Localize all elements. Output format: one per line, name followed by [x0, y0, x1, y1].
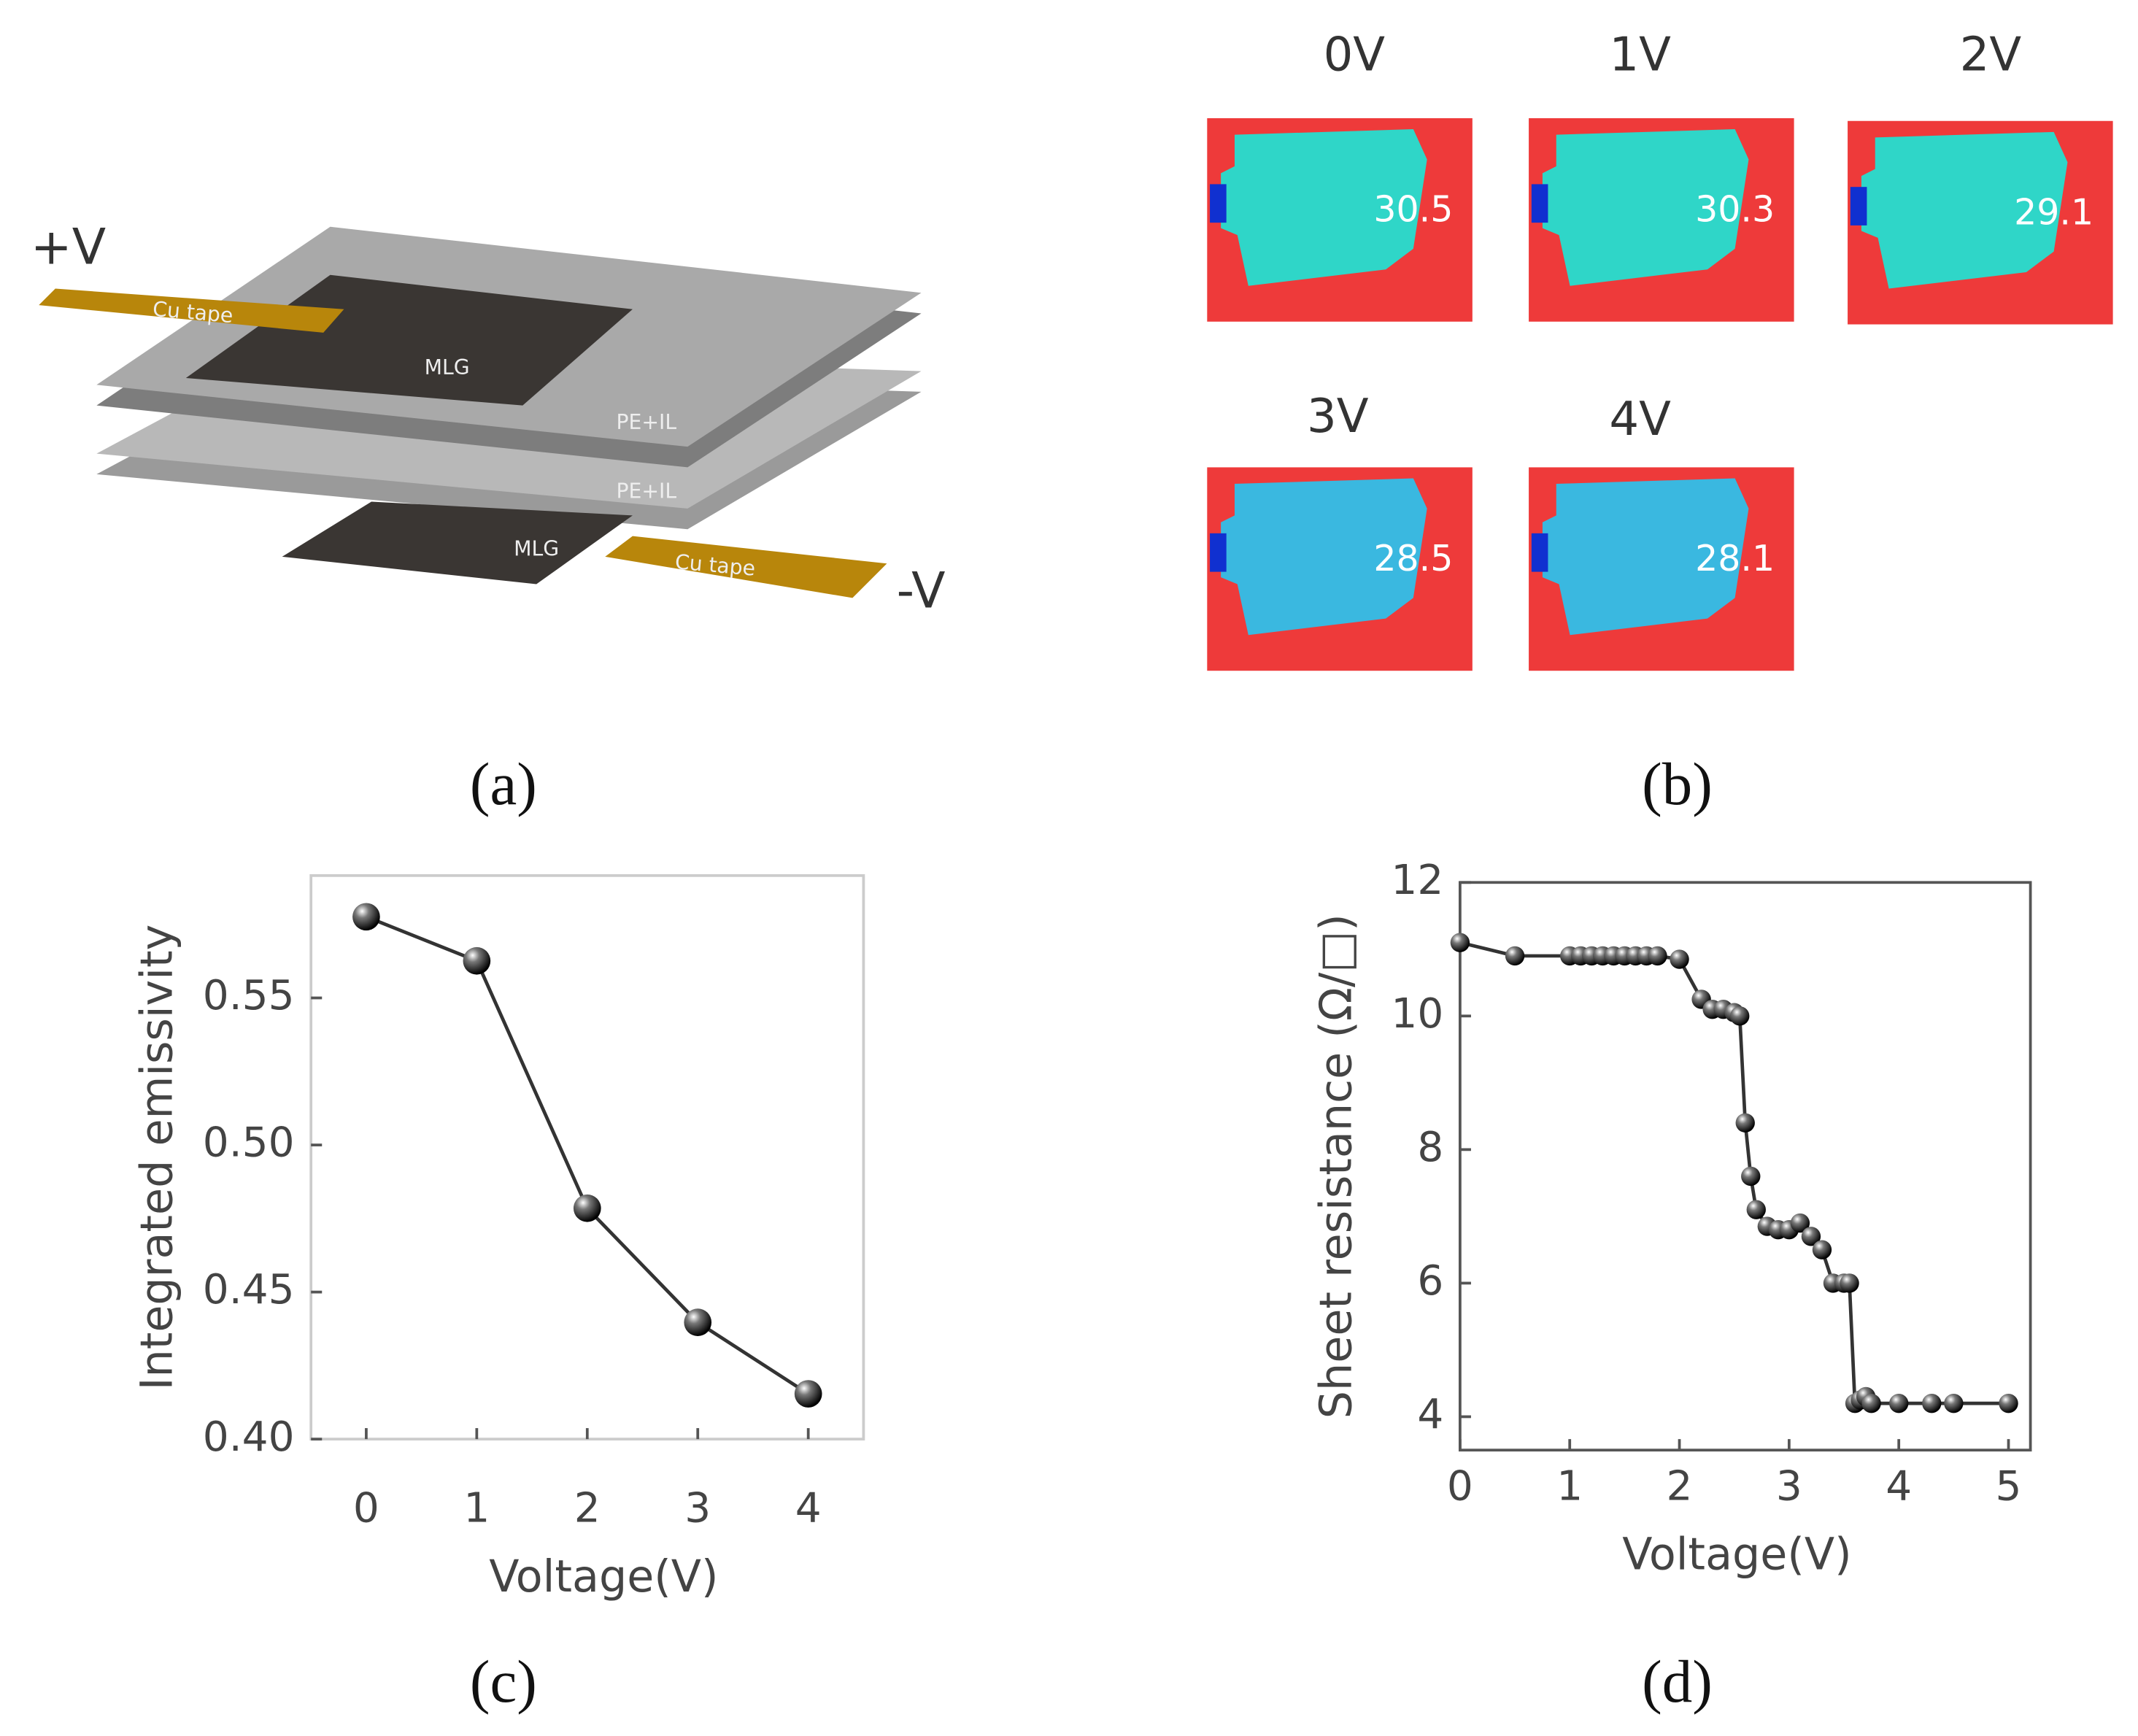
caption: (c) — [470, 1648, 537, 1715]
x-axis-label: Voltage(V) — [1622, 1529, 1851, 1581]
cu-tape — [605, 536, 887, 598]
label: -V — [897, 561, 946, 619]
data-point — [1741, 1166, 1761, 1187]
cool-region — [1221, 129, 1427, 286]
plot-frame — [1459, 881, 2032, 1452]
electrode — [1210, 533, 1227, 572]
image-label: 0V — [1324, 28, 1386, 82]
data-point — [1889, 1393, 1909, 1413]
electrode — [1531, 184, 1548, 223]
data-point — [1450, 933, 1470, 952]
x-tick-label: 4 — [795, 1485, 822, 1532]
y-axis-label: Sheet resistance (Ω/□) — [1311, 914, 1362, 1419]
image-label: 1V — [1609, 28, 1671, 82]
y-tick-label: 0.45 — [203, 1266, 295, 1313]
temperature: 29.1 — [2014, 191, 2093, 233]
cool-region — [1542, 478, 1749, 636]
data-point — [1648, 946, 1667, 966]
data-point — [1730, 1006, 1750, 1026]
label: +V — [31, 217, 106, 275]
x-tick-label: 0 — [353, 1485, 379, 1532]
data-point — [1861, 1393, 1881, 1413]
data-point — [1746, 1200, 1766, 1219]
data-point — [1801, 1227, 1821, 1246]
y-tick-label: 0.50 — [203, 1119, 295, 1167]
x-tick-label: 2 — [574, 1485, 601, 1532]
label: MLG — [514, 536, 559, 560]
image-label: 3V — [1307, 390, 1369, 444]
cu-tape — [39, 288, 344, 333]
y-tick-label: 4 — [1417, 1391, 1443, 1438]
x-tick-label: 1 — [463, 1485, 490, 1532]
data-point — [1944, 1393, 1964, 1413]
temperature: 30.3 — [1695, 189, 1775, 231]
image-label: 2V — [1960, 28, 2022, 82]
cool-region — [1861, 131, 2068, 289]
y-tick-label: 8 — [1417, 1124, 1443, 1171]
electrode — [1531, 533, 1548, 572]
x-tick-label: 0 — [1447, 1463, 1473, 1511]
x-axis-label: Voltage(V) — [489, 1551, 718, 1602]
plot-frame — [309, 873, 865, 1441]
data-point — [1922, 1393, 1942, 1413]
mlg-layer — [282, 501, 633, 585]
image-label: 4V — [1609, 393, 1671, 447]
x-tick-label: 1 — [1556, 1463, 1583, 1511]
y-tick-label: 10 — [1391, 990, 1443, 1038]
data-point — [1670, 949, 1689, 969]
data-point — [684, 1308, 712, 1336]
data-point — [1735, 1113, 1755, 1133]
device-diagram — [39, 226, 922, 598]
x-tick-label: 2 — [1667, 1463, 1693, 1511]
data-point — [1999, 1393, 2018, 1413]
temperature: 30.5 — [1373, 189, 1453, 231]
data-line — [366, 915, 809, 1396]
caption: (a) — [470, 750, 537, 817]
label: PE+IL — [616, 410, 676, 434]
y-axis-label: Integrated emissivity — [132, 925, 183, 1391]
data-point — [573, 1194, 601, 1222]
x-tick-label: 4 — [1886, 1463, 1912, 1511]
cool-region — [1221, 478, 1427, 636]
data-point — [1790, 1213, 1810, 1233]
x-tick-label: 3 — [684, 1485, 711, 1532]
label: MLG — [425, 355, 470, 379]
x-tick-label: 5 — [1996, 1463, 2022, 1511]
cool-region — [1542, 129, 1749, 286]
data-point — [1840, 1273, 1859, 1293]
y-tick-label: 6 — [1417, 1257, 1443, 1305]
data-point — [794, 1380, 822, 1408]
data-point — [352, 903, 380, 931]
electrode — [1210, 184, 1227, 223]
temperature: 28.5 — [1373, 538, 1453, 579]
data-point — [463, 946, 491, 975]
data-point — [1812, 1240, 1832, 1259]
y-tick-label: 0.40 — [203, 1413, 295, 1461]
data-point — [1505, 946, 1525, 966]
caption: (b) — [1642, 750, 1713, 817]
caption: (d) — [1642, 1648, 1713, 1715]
x-tick-label: 3 — [1776, 1463, 1802, 1511]
y-tick-label: 0.55 — [203, 972, 295, 1019]
y-tick-label: 12 — [1391, 857, 1443, 904]
label: PE+IL — [616, 479, 676, 503]
electrode — [1850, 187, 1867, 225]
temperature: 28.1 — [1695, 538, 1775, 579]
